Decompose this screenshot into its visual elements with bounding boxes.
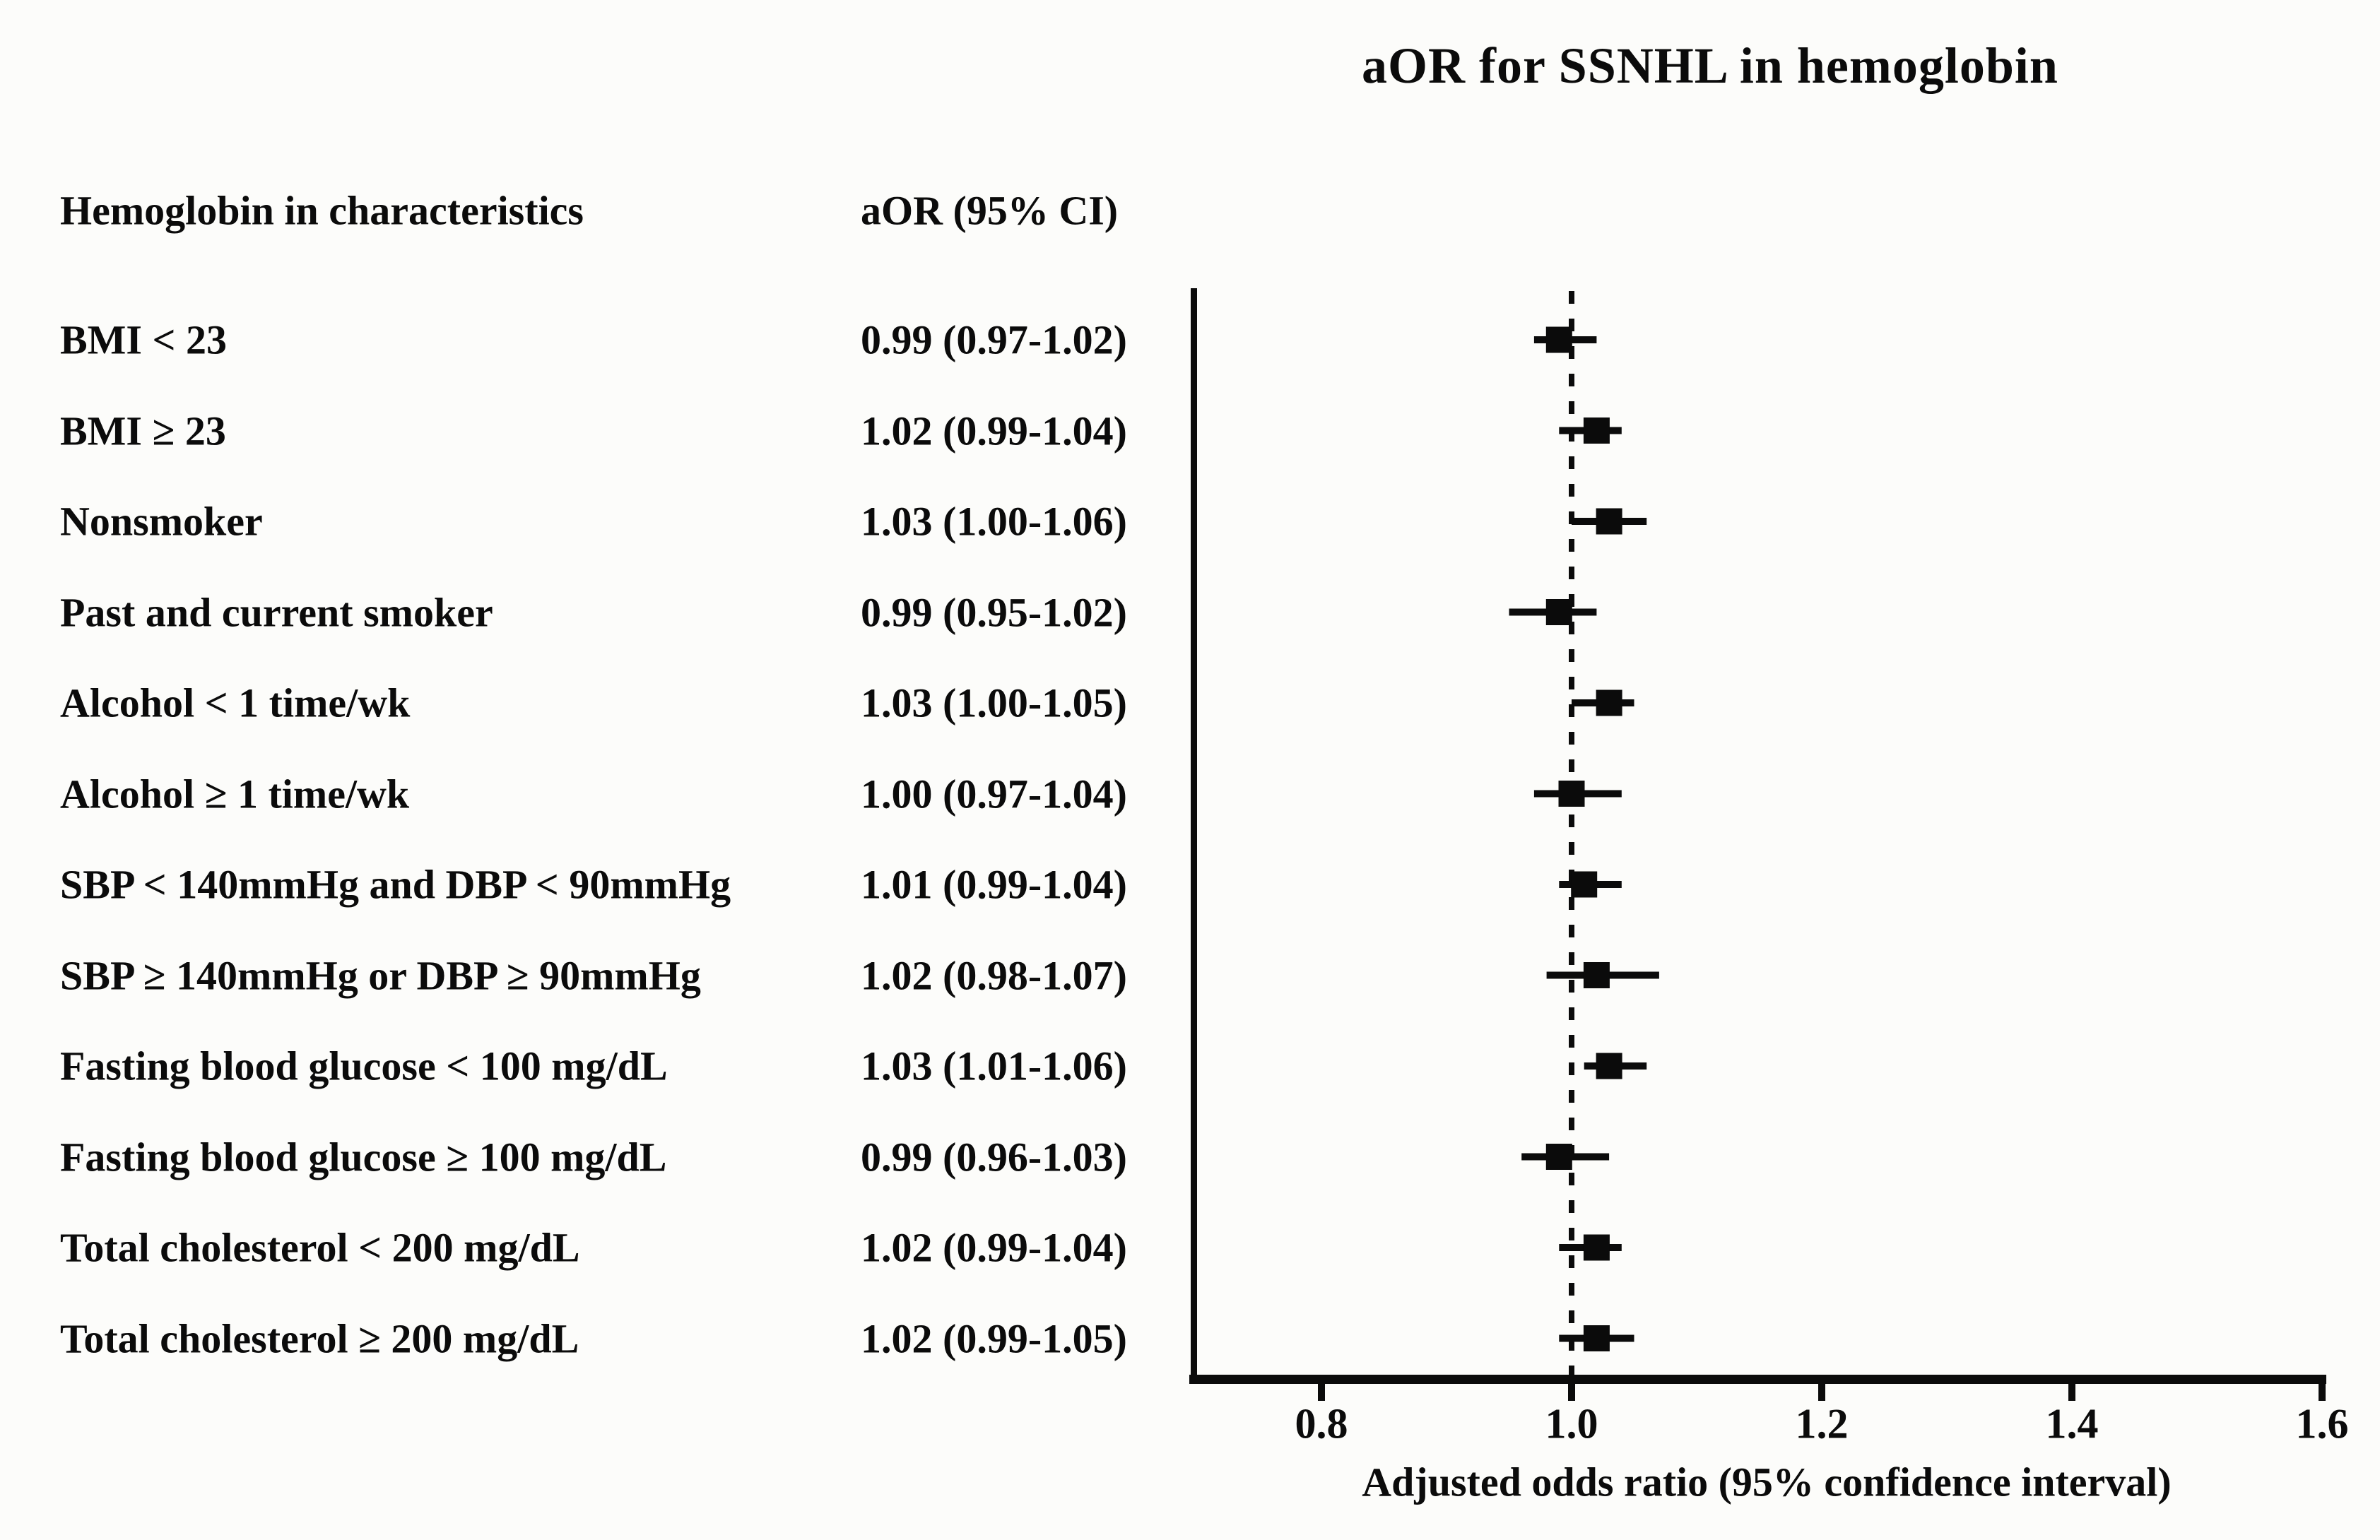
column-header-characteristics: Hemoglobin in characteristics [60, 187, 584, 234]
x-axis-line [1189, 1375, 2326, 1384]
chart-title: aOR for SSNHL in hemoglobin [1362, 37, 2058, 94]
row-label: BMI ≥ 23 [60, 408, 226, 454]
row-label: SBP ≥ 140mmHg or DBP ≥ 90mmHg [60, 952, 701, 998]
row-aor-value: 1.03 (1.00-1.06) [861, 498, 1127, 545]
point-estimate-marker [1558, 781, 1585, 807]
y-axis-line [1191, 288, 1197, 1384]
row-label: Total cholesterol < 200 mg/dL [60, 1224, 580, 1271]
column-header-aor: aOR (95% CI) [861, 187, 1119, 234]
row-aor-value: 1.01 (0.99-1.04) [861, 861, 1127, 908]
x-axis-tick-label: 1.4 [2045, 1400, 2099, 1447]
row-label: Fasting blood glucose < 100 mg/dL [60, 1043, 668, 1089]
point-estimate-marker [1545, 599, 1572, 625]
row-aor-value: 1.03 (1.00-1.05) [861, 680, 1127, 726]
row-label: Alcohol ≥ 1 time/wk [60, 771, 410, 817]
row-label: Total cholesterol ≥ 200 mg/dL [60, 1315, 579, 1361]
point-estimate-marker [1583, 1234, 1610, 1261]
x-axis-tick-label: 0.8 [1295, 1400, 1348, 1447]
x-axis-tick [1318, 1384, 1325, 1401]
point-estimate-marker [1583, 1325, 1610, 1351]
row-aor-value: 0.99 (0.96-1.03) [861, 1134, 1127, 1180]
x-axis-tick [2319, 1384, 2326, 1401]
point-estimate-marker [1583, 417, 1610, 444]
x-axis-label: Adjusted odds ratio (95% confidence inte… [1362, 1459, 2172, 1505]
x-axis-tick [2068, 1384, 2075, 1401]
x-axis-tick-label: 1.0 [1545, 1400, 1598, 1447]
point-estimate-marker [1596, 689, 1622, 716]
row-aor-value: 0.99 (0.97-1.02) [861, 316, 1127, 363]
row-aor-value: 1.02 (0.98-1.07) [861, 952, 1127, 998]
point-estimate-marker [1583, 962, 1610, 988]
x-axis-tick [1568, 1384, 1575, 1401]
row-label: Past and current smoker [60, 589, 493, 635]
row-label: Fasting blood glucose ≥ 100 mg/dL [60, 1134, 667, 1180]
row-aor-value: 1.02 (0.99-1.05) [861, 1315, 1127, 1361]
row-aor-value: 1.03 (1.01-1.06) [861, 1043, 1127, 1089]
row-aor-value: 1.00 (0.97-1.04) [861, 771, 1127, 817]
row-aor-value: 1.02 (0.99-1.04) [861, 1224, 1127, 1271]
point-estimate-marker [1596, 1053, 1622, 1079]
point-estimate-marker [1545, 1144, 1572, 1170]
row-label: Alcohol < 1 time/wk [60, 680, 411, 726]
point-estimate-marker [1571, 871, 1598, 898]
row-label: BMI < 23 [60, 316, 228, 363]
point-estimate-marker [1596, 508, 1622, 535]
x-axis-tick-label: 1.6 [2295, 1400, 2349, 1447]
x-axis-tick-label: 1.2 [1795, 1400, 1849, 1447]
row-aor-value: 0.99 (0.95-1.02) [861, 589, 1127, 635]
row-aor-value: 1.02 (0.99-1.04) [861, 408, 1127, 454]
x-axis-tick [1818, 1384, 1825, 1401]
point-estimate-marker [1545, 326, 1572, 353]
row-label: Nonsmoker [60, 498, 263, 545]
row-label: SBP < 140mmHg and DBP < 90mmHg [60, 861, 731, 908]
